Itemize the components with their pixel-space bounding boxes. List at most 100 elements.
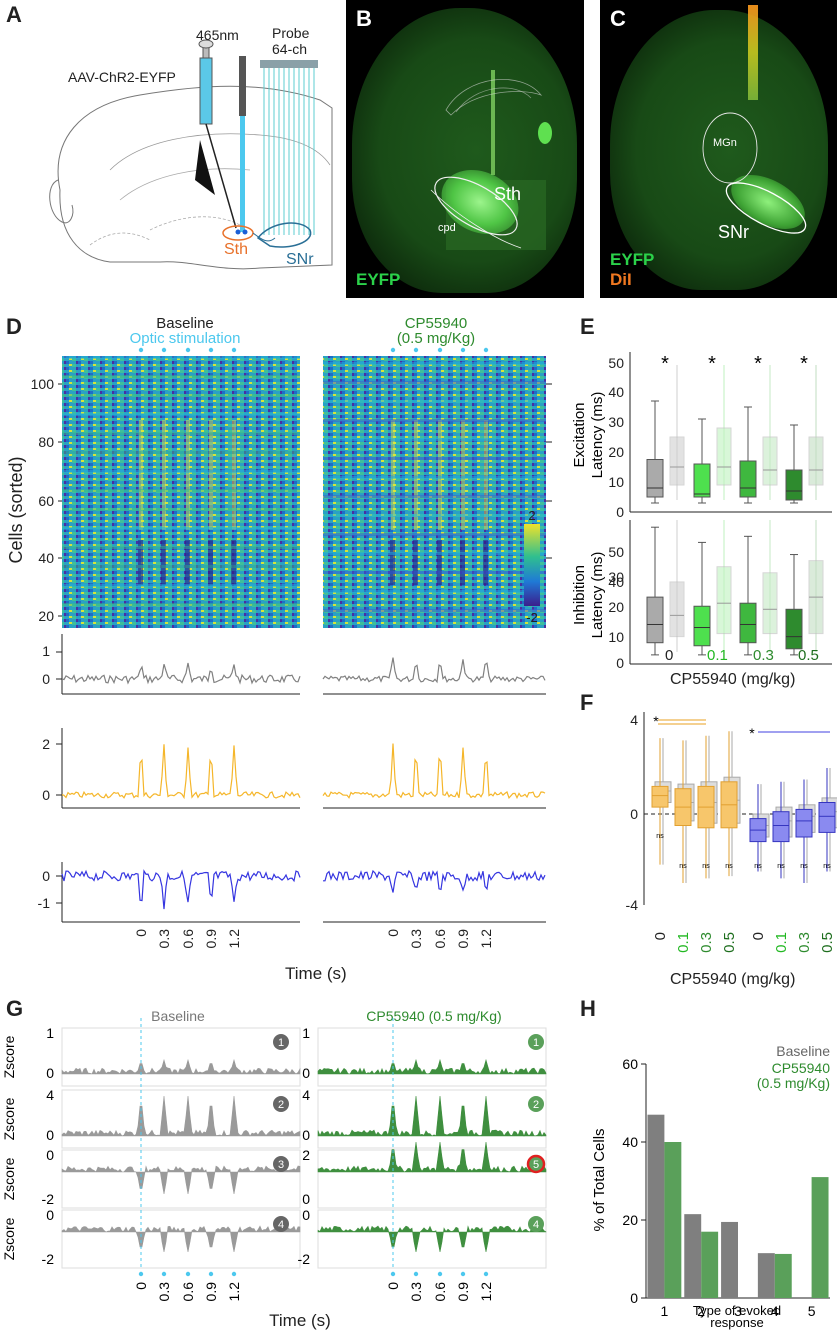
f-ytick: 0 xyxy=(630,806,638,822)
f-ns: ns xyxy=(754,863,762,870)
cpd-label: cpd xyxy=(438,222,456,234)
g-badge xyxy=(273,1156,289,1172)
e-ytick: 30 xyxy=(608,414,624,430)
heatmap-drug xyxy=(323,356,546,628)
heatmap-row xyxy=(323,362,546,365)
g-frame xyxy=(61,1209,301,1269)
g-ylabel: Zscore xyxy=(1,1217,17,1260)
f-ytick: 4 xyxy=(630,712,638,728)
heatmap-stripe xyxy=(461,420,465,530)
panel-label-e: E xyxy=(580,314,595,339)
g-ytick: 0 xyxy=(302,1065,310,1081)
heatmap-ylabel: Cells (sorted) xyxy=(6,456,26,563)
heatmap-row xyxy=(62,413,300,416)
stim-dot xyxy=(437,347,443,353)
drug-dose: (0.5 mg/Kg) xyxy=(397,330,475,347)
trace3-tick: -1 xyxy=(38,895,51,911)
g-xtick: 0 xyxy=(385,1282,401,1290)
g-frame xyxy=(61,1149,301,1209)
f-box xyxy=(651,785,669,808)
g-badge-label: 2 xyxy=(278,1099,284,1111)
heatmap-stripe-neg xyxy=(390,540,395,585)
h-xtick: 5 xyxy=(808,1303,816,1319)
g-stim-dot xyxy=(138,1271,144,1277)
h-xlabel-2: response xyxy=(710,1315,763,1330)
h-xtick: 2 xyxy=(697,1303,705,1319)
stim-dot xyxy=(413,347,419,353)
f-xtick: 0.1 xyxy=(773,932,790,953)
e-ytick: 30 xyxy=(608,569,624,585)
significance-star: * xyxy=(708,353,716,375)
probe-channels-label: 64-ch xyxy=(272,41,307,57)
g-badge xyxy=(528,1216,544,1232)
box-drug xyxy=(646,459,664,498)
dil-stain-label: DiI xyxy=(610,270,632,289)
heatmap-row xyxy=(323,590,546,593)
d-xtick: 0.9 xyxy=(455,929,471,949)
significance-star: * xyxy=(708,520,716,525)
g-trace xyxy=(61,1225,301,1253)
optic-stim-label: Optic stimulation xyxy=(130,330,241,347)
heatmap-row xyxy=(323,438,546,441)
heatmap-row xyxy=(62,432,300,435)
g-xtick: 0.9 xyxy=(455,1282,471,1302)
heatmap-stripe-neg xyxy=(185,540,190,585)
trace-orange-drug xyxy=(322,743,546,800)
heatmap-row xyxy=(323,609,546,612)
g-ytick: 0 xyxy=(46,1147,54,1163)
g-xlabel: Time (s) xyxy=(269,1311,331,1330)
heatmap-stripe-neg xyxy=(231,540,236,585)
significance-star: * xyxy=(800,520,808,525)
heatmap-stripe xyxy=(186,420,190,530)
stim-dot xyxy=(138,347,144,353)
e-ytick: 10 xyxy=(608,474,624,490)
panel-h-chart: % of Total Cells Baseline CP55940 (0.5 m… xyxy=(591,1043,830,1330)
heatmap-stripe-neg xyxy=(161,540,166,585)
heatmap-row xyxy=(62,470,300,473)
stim-dot xyxy=(185,347,191,353)
g-ytick: 0 xyxy=(302,1207,310,1223)
e-ytick: 20 xyxy=(608,599,624,615)
g-badge-label: 4 xyxy=(278,1219,284,1231)
g-badge-label: 1 xyxy=(533,1037,539,1049)
wavelength-label: 465nm xyxy=(196,27,239,43)
significance-star: * xyxy=(754,353,762,375)
box-control xyxy=(762,572,778,635)
ytick: 80 xyxy=(38,434,54,450)
panel-label-h: H xyxy=(580,996,596,1021)
g-xtick: 0 xyxy=(133,1282,149,1290)
g-frame xyxy=(317,1027,547,1087)
h-ytick: 60 xyxy=(622,1056,638,1072)
trace-gray-drug xyxy=(322,657,546,684)
f-xtick: 0 xyxy=(750,932,767,940)
h-bar-baseline xyxy=(721,1221,738,1298)
heatmap-row xyxy=(323,571,546,574)
g-badge-label: 4 xyxy=(533,1219,539,1231)
h-bar-drug xyxy=(774,1253,792,1298)
drug-title: CP55940 xyxy=(405,315,468,332)
g-ytick: 0 xyxy=(46,1207,54,1223)
heatmap-stripe-neg xyxy=(460,540,465,585)
f-ns: ns xyxy=(725,863,733,870)
g-stim-dot xyxy=(208,1271,214,1277)
f-xtick: 0 xyxy=(652,932,669,940)
g-badge-label: 1 xyxy=(278,1037,284,1049)
e-ytick: 20 xyxy=(608,444,624,460)
g-stim-dot xyxy=(390,1271,396,1277)
heatmap-row xyxy=(62,527,300,530)
f-box xyxy=(795,808,813,838)
heatmap-row xyxy=(62,394,300,397)
g-frame xyxy=(317,1089,547,1149)
significance-star: * xyxy=(754,520,762,525)
f-xtick: 0.3 xyxy=(796,932,813,953)
g-badge xyxy=(528,1034,544,1050)
e-ytick: 0 xyxy=(616,657,624,660)
f-ns: ns xyxy=(777,863,785,870)
eyfp-stain-label: EYFP xyxy=(610,250,655,269)
f-box xyxy=(818,802,836,833)
trace2-tick: 0 xyxy=(42,787,50,803)
colorbar xyxy=(524,524,540,606)
f-ytick: -4 xyxy=(626,897,639,913)
box-drug xyxy=(739,602,757,644)
heatmap-stripe xyxy=(438,420,442,530)
